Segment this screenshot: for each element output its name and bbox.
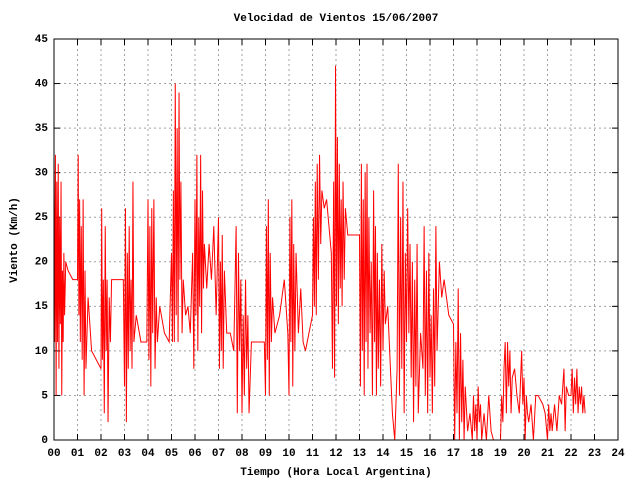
x-tick-label: 09 bbox=[259, 448, 272, 460]
x-tick-label: 16 bbox=[423, 448, 436, 460]
x-tick-label: 23 bbox=[588, 448, 602, 460]
y-tick-label: 20 bbox=[35, 257, 48, 269]
data-line bbox=[53, 65, 586, 441]
x-tick-label: 02 bbox=[94, 448, 107, 460]
y-tick-label: 45 bbox=[35, 34, 49, 46]
x-tick-label: 05 bbox=[165, 448, 179, 460]
y-tick-label: 5 bbox=[41, 390, 48, 402]
x-tick-label: 04 bbox=[141, 448, 155, 460]
x-tick-label: 19 bbox=[494, 448, 507, 460]
y-tick-label: 10 bbox=[35, 346, 48, 358]
x-tick-label: 24 bbox=[611, 448, 625, 460]
y-tick-label: 30 bbox=[35, 168, 48, 180]
x-tick-label: 11 bbox=[306, 448, 320, 460]
x-tick-label: 07 bbox=[212, 448, 225, 460]
x-tick-label: 10 bbox=[282, 448, 295, 460]
x-tick-label: 15 bbox=[400, 448, 414, 460]
y-tick-label: 35 bbox=[35, 123, 49, 135]
y-tick-label: 15 bbox=[35, 301, 49, 313]
y-tick-label: 0 bbox=[41, 435, 48, 447]
x-axis-label: Tiempo (Hora Local Argentina) bbox=[240, 467, 431, 479]
x-tick-label: 14 bbox=[376, 448, 390, 460]
x-tick-label: 03 bbox=[118, 448, 132, 460]
chart-title: Velocidad de Vientos 15/06/2007 bbox=[234, 13, 439, 25]
x-tick-label: 01 bbox=[71, 448, 85, 460]
x-tick-label: 06 bbox=[188, 448, 201, 460]
x-tick-label: 12 bbox=[329, 448, 342, 460]
x-tick-label: 22 bbox=[564, 448, 577, 460]
plot-border bbox=[53, 38, 619, 441]
y-tick-label: 25 bbox=[35, 212, 49, 224]
y-axis-label: Viento (Km/h) bbox=[9, 197, 21, 283]
x-tick-label: 08 bbox=[235, 448, 249, 460]
y-tick-label: 40 bbox=[35, 78, 48, 90]
x-tick-label: 21 bbox=[541, 448, 555, 460]
x-tick-label: 13 bbox=[353, 448, 367, 460]
x-tick-label: 00 bbox=[47, 448, 60, 460]
x-tick-label: 17 bbox=[447, 448, 460, 460]
x-tick-label: 18 bbox=[470, 448, 484, 460]
x-tick-label: 20 bbox=[517, 448, 530, 460]
